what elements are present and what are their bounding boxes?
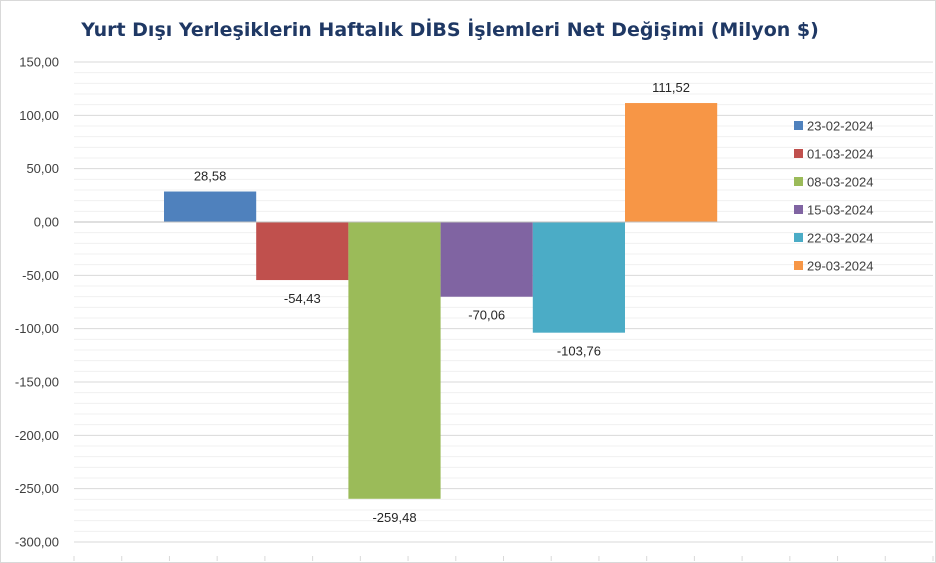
minor-gridlines xyxy=(74,72,933,532)
y-tick-label: 0,00 xyxy=(34,215,59,230)
legend-entry-23-02-2024: 23-02-2024 xyxy=(807,119,874,134)
data-label-08-03-2024: -259,48 xyxy=(372,510,416,525)
y-tick-label: -100,00 xyxy=(15,321,59,336)
legend-swatch-23-02-2024 xyxy=(794,121,803,130)
legend-swatch-15-03-2024 xyxy=(794,205,803,214)
bar-22-03-2024 xyxy=(532,222,625,333)
legend-entry-22-03-2024: 22-03-2024 xyxy=(807,231,874,246)
data-label-15-03-2024: -70,06 xyxy=(468,308,505,323)
x-axis-ticks xyxy=(73,556,934,561)
legend-entry-15-03-2024: 15-03-2024 xyxy=(807,203,874,218)
legend-entry-29-03-2024: 29-03-2024 xyxy=(807,259,874,274)
y-tick-label: 50,00 xyxy=(26,161,59,176)
legend-swatch-01-03-2024 xyxy=(794,149,803,158)
bar-29-03-2024 xyxy=(625,103,718,222)
data-labels: 28,58 -54,43 -259,48 -70,06 -103,76 111,52 xyxy=(194,80,690,525)
y-axis-labels: 150,00 100,00 50,00 0,00 -50,00 -100,00 -150,0… xyxy=(15,55,59,550)
bar-01-03-2024 xyxy=(256,222,349,281)
y-tick-label: -300,00 xyxy=(15,535,59,550)
legend: 23-02-2024 01-03-2024 08-03-2024 15-03-2024… xyxy=(794,119,874,274)
y-tick-label: -250,00 xyxy=(15,481,59,496)
bar-23-02-2024 xyxy=(164,191,257,222)
y-tick-label: -50,00 xyxy=(22,268,59,283)
bars xyxy=(164,103,718,499)
y-tick-label: 100,00 xyxy=(19,108,59,123)
legend-swatch-22-03-2024 xyxy=(794,233,803,242)
data-label-29-03-2024: 111,52 xyxy=(652,80,690,95)
data-label-23-02-2024: 28,58 xyxy=(194,169,227,184)
y-tick-label: -150,00 xyxy=(15,375,59,390)
legend-entry-08-03-2024: 08-03-2024 xyxy=(807,175,874,190)
bar-08-03-2024 xyxy=(348,222,441,499)
bar-15-03-2024 xyxy=(440,222,533,297)
data-label-01-03-2024: -54,43 xyxy=(284,291,321,306)
legend-swatch-29-03-2024 xyxy=(794,261,803,270)
y-tick-label: -200,00 xyxy=(15,428,59,443)
data-label-22-03-2024: -103,76 xyxy=(557,344,601,359)
chart-title: Yurt Dışı Yerleşiklerin Haftalık DİBS İş… xyxy=(80,17,819,41)
legend-entry-01-03-2024: 01-03-2024 xyxy=(807,147,874,162)
y-tick-label: 150,00 xyxy=(19,55,59,70)
major-gridlines xyxy=(74,61,933,543)
legend-swatch-08-03-2024 xyxy=(794,177,803,186)
